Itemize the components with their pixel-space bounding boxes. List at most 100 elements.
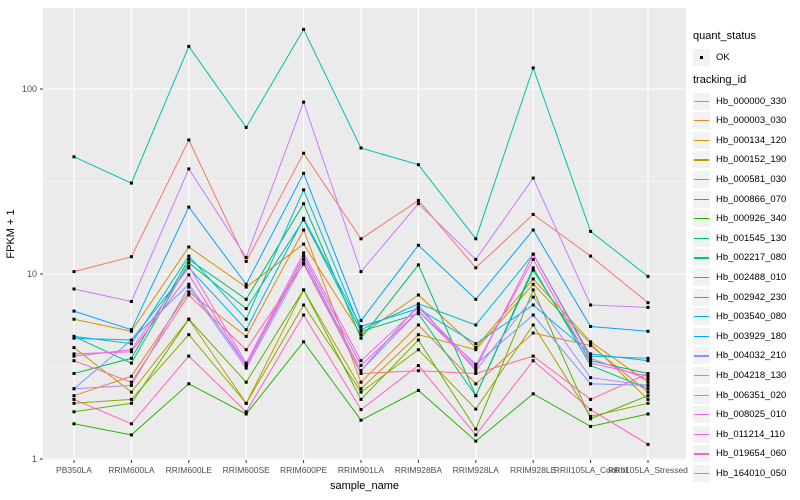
data-point: [531, 282, 535, 286]
data-point: [646, 394, 650, 398]
data-point: [589, 361, 593, 365]
x-axis-title: sample_name: [330, 480, 399, 492]
data-point: [302, 228, 306, 232]
data-point: [302, 151, 306, 155]
x-tick-label: RRIM600SE: [223, 465, 271, 475]
data-point: [129, 433, 133, 437]
data-point: [72, 372, 76, 375]
legend-item-label: Hb_004032_210: [716, 350, 787, 362]
data-point: [531, 176, 535, 180]
data-point: [302, 216, 306, 220]
data-point: [187, 285, 191, 289]
legend-item-label: Hb_002942_230: [716, 291, 787, 303]
data-point: [187, 205, 191, 209]
data-point: [72, 354, 76, 358]
legend-key-box: [693, 170, 710, 188]
legend-item-Hb_000000_330: Hb_000000_330: [693, 92, 786, 110]
legend-item-Hb_001545_130: Hb_001545_130: [693, 229, 786, 247]
data-point: [589, 229, 593, 233]
data-point: [531, 257, 535, 261]
legend-key-line-icon: [694, 316, 709, 318]
legend-key-box: [693, 48, 710, 66]
data-point: [302, 171, 306, 175]
data-point: [589, 414, 593, 418]
legend-key-box: [693, 190, 710, 208]
legend-key-box: [693, 406, 710, 424]
data-point: [646, 329, 650, 333]
x-tick-label: RRIM901LA: [338, 465, 385, 475]
data-point: [474, 427, 478, 431]
legend-key-line-icon: [694, 276, 709, 279]
data-point: [416, 202, 420, 206]
data-point: [72, 410, 76, 414]
data-point: [129, 380, 133, 384]
legend-item-label: Hb_000003_030: [716, 115, 787, 127]
data-point: [359, 270, 363, 274]
data-point: [589, 408, 593, 412]
legend-key-box: [693, 425, 710, 443]
legend-item-Hb_000926_340: Hb_000926_340: [693, 210, 786, 228]
data-point: [187, 382, 191, 386]
data-point: [589, 303, 593, 307]
data-point: [129, 356, 133, 360]
data-point: [72, 422, 76, 426]
legend-key-line-icon: [694, 120, 709, 122]
data-point: [187, 138, 191, 142]
legend-key-line-icon: [694, 218, 709, 220]
data-point: [244, 297, 248, 301]
legend-item-label: Hb_003929_180: [716, 330, 787, 342]
data-point: [359, 390, 363, 394]
data-point: [72, 334, 76, 338]
data-point: [129, 374, 133, 378]
legend-item-label: Hb_008025_010: [716, 409, 787, 421]
legend-key-box: [693, 131, 710, 149]
data-point: [129, 328, 133, 332]
data-point: [474, 342, 478, 346]
data-point: [359, 364, 363, 367]
legend-key-box: [693, 151, 710, 169]
data-point: [646, 412, 650, 416]
data-point: [474, 297, 478, 301]
data-point: [416, 303, 420, 307]
data-point: [302, 188, 306, 192]
data-point: [244, 401, 248, 405]
data-point: [359, 325, 363, 328]
data-point: [531, 392, 535, 396]
data-point: [531, 66, 535, 70]
data-point: [129, 390, 133, 394]
data-point: [129, 383, 133, 387]
data-point: [589, 424, 593, 428]
legend-item-Hb_008025_010: Hb_008025_010: [693, 406, 786, 424]
data-point: [187, 264, 191, 268]
data-point: [474, 407, 478, 411]
legend-key-line-icon: [694, 296, 709, 298]
data-point: [646, 397, 650, 401]
legend-key-line-icon: [694, 139, 709, 142]
data-point: [531, 212, 535, 216]
data-point: [302, 202, 306, 206]
data-point: [416, 243, 420, 247]
legend-item-label: Hb_002488_010: [716, 271, 787, 283]
legend-key-box: [693, 210, 710, 228]
data-point: [589, 417, 593, 421]
legend-key-line-icon: [694, 178, 709, 181]
data-point: [302, 254, 306, 258]
plot-panel: [43, 8, 686, 460]
legend-item-Hb_000152_190: Hb_000152_190: [693, 151, 786, 169]
data-point: [531, 354, 535, 358]
data-point: [646, 301, 650, 305]
legend-item-Hb_006351_020: Hb_006351_020: [693, 386, 786, 404]
x-tick-label: RRIM600LA: [108, 465, 155, 475]
point-marker-icon: [700, 55, 704, 59]
data-point: [589, 397, 593, 401]
legend-item-label: Hb_004218_130: [716, 369, 787, 381]
legend-key-box: [693, 249, 710, 267]
data-point: [72, 336, 76, 340]
data-point: [646, 305, 650, 309]
data-point: [187, 273, 191, 277]
data-point: [72, 287, 76, 291]
legend-item-Hb_002217_080: Hb_002217_080: [693, 249, 786, 267]
legend-key-box: [693, 268, 710, 286]
legend: quant_status OK tracking_id Hb_000000_33…: [692, 0, 800, 500]
